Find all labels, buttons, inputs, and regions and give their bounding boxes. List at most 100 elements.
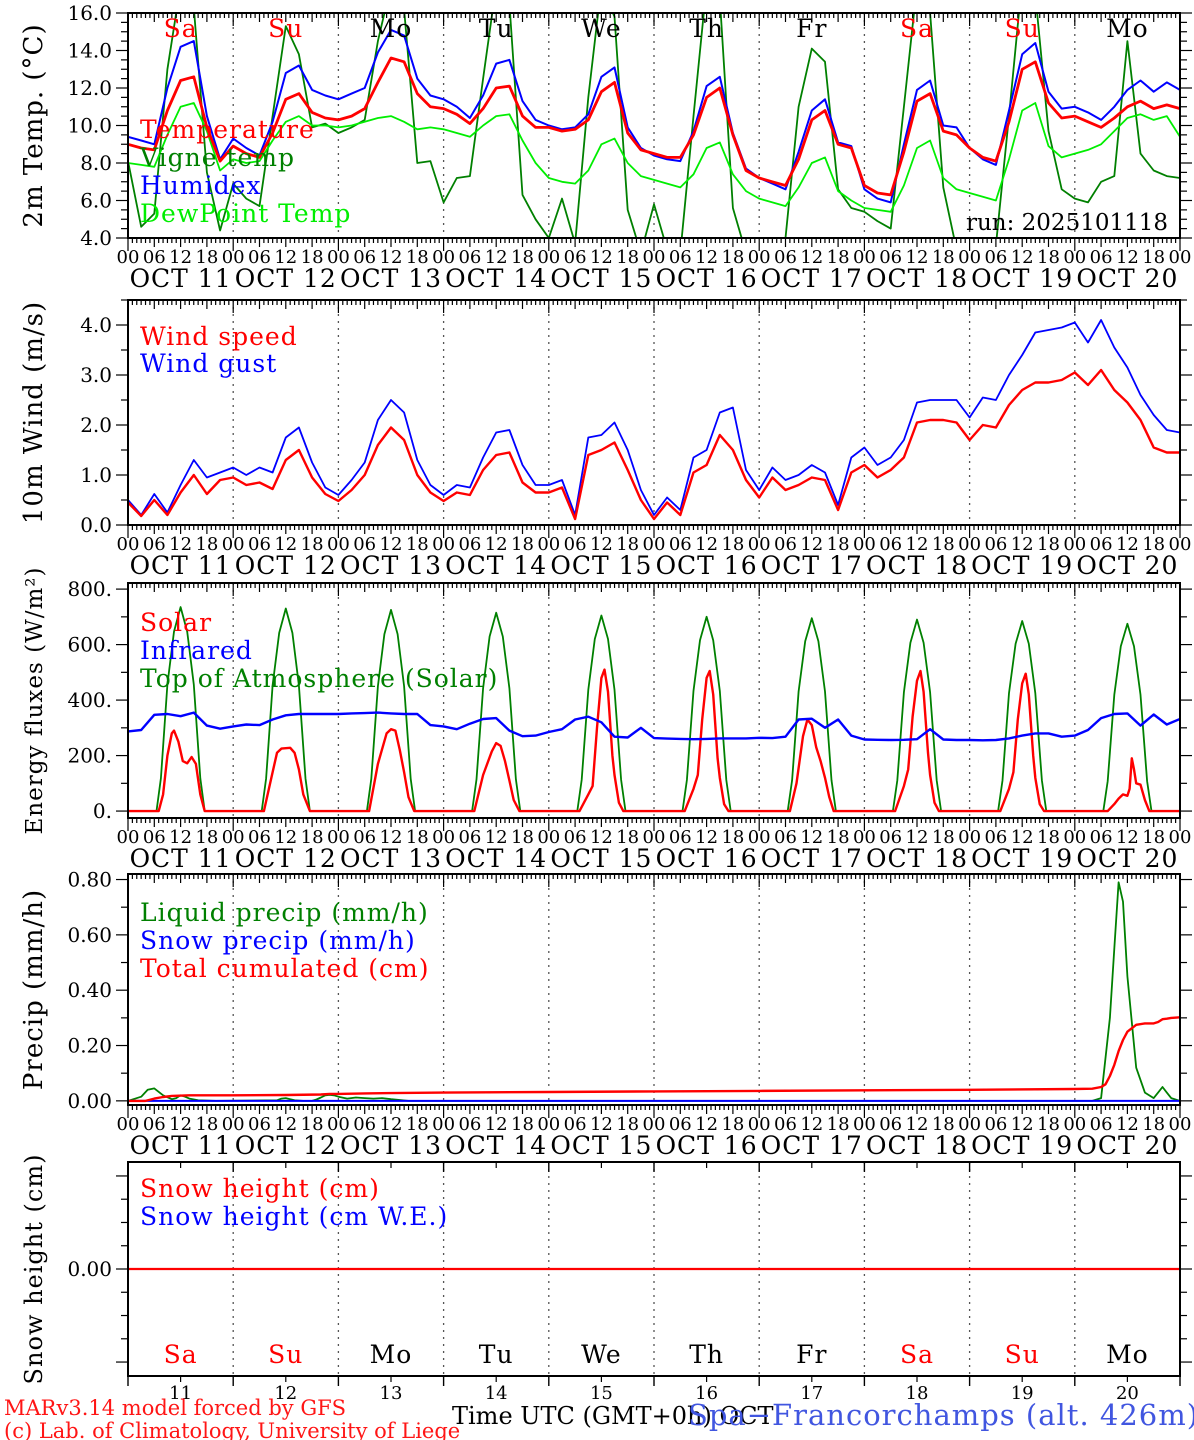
day-number-label: 19 <box>1011 1383 1034 1404</box>
liquid-precip-series <box>128 881 1180 1102</box>
hour-tick-label: 18 <box>721 1114 744 1135</box>
hour-tick-label: 06 <box>353 827 376 848</box>
hour-tick-label: 06 <box>669 827 692 848</box>
hour-tick-label: 00 <box>117 247 140 268</box>
hour-tick-label: 18 <box>1037 534 1060 555</box>
hour-tick-label: 00 <box>117 534 140 555</box>
y-tick-label: 1.0 <box>80 463 112 487</box>
y-tick-label: 14.0 <box>67 39 112 63</box>
credit-line: (c) Lab. of Climatology, University of L… <box>4 1419 461 1440</box>
hour-tick-label: 18 <box>195 247 218 268</box>
hour-tick-label: 18 <box>511 827 534 848</box>
hour-tick-label: 12 <box>485 827 508 848</box>
day-number-label: 15 <box>590 1383 613 1404</box>
legend-snow-height-we: Snow height (cm W.E.) <box>140 1202 448 1231</box>
hour-tick-label: 00 <box>1169 827 1192 848</box>
day-name-label: We <box>581 14 621 43</box>
hour-tick-label: 18 <box>406 1114 429 1135</box>
date-label: OCT 20 <box>1076 264 1178 293</box>
wind-axis-title: 10m Wind (m/s) <box>19 301 49 524</box>
model-version-line: MARv3.14 model forced by GFS <box>4 1396 347 1420</box>
hour-tick-label: 00 <box>537 534 560 555</box>
date-label: OCT 19 <box>971 264 1073 293</box>
hour-tick-label: 18 <box>616 1114 639 1135</box>
day-number-label: 13 <box>380 1383 403 1404</box>
hour-tick-label: 06 <box>458 827 481 848</box>
hour-tick-label: 00 <box>222 247 245 268</box>
hour-tick-label: 12 <box>800 247 823 268</box>
hour-tick-label: 18 <box>1037 1114 1060 1135</box>
hour-tick-label: 12 <box>274 534 297 555</box>
date-label: OCT 13 <box>340 264 442 293</box>
hour-tick-label: 18 <box>301 247 324 268</box>
y-tick-label: 8.0 <box>80 151 112 175</box>
y-tick-label: 0.60 <box>67 923 112 947</box>
hour-tick-label: 12 <box>800 1114 823 1135</box>
solar-series <box>128 668 1180 813</box>
hour-tick-label: 12 <box>485 1114 508 1135</box>
hour-tick-label: 12 <box>485 534 508 555</box>
hour-tick-label: 00 <box>748 827 771 848</box>
hour-tick-label: 18 <box>511 534 534 555</box>
legend-temperature: Temperature <box>140 115 315 144</box>
hour-tick-label: 00 <box>537 827 560 848</box>
day-name-label: Tu <box>479 1340 514 1369</box>
date-label: OCT 16 <box>656 264 758 293</box>
hour-tick-label: 06 <box>669 1114 692 1135</box>
hour-tick-label: 12 <box>906 827 929 848</box>
hour-tick-label: 12 <box>590 247 613 268</box>
hour-tick-label: 12 <box>274 1114 297 1135</box>
hour-tick-label: 00 <box>222 534 245 555</box>
hour-tick-label: 06 <box>774 1114 797 1135</box>
hour-tick-label: 06 <box>669 534 692 555</box>
date-label: OCT 17 <box>761 844 863 873</box>
temperature-series <box>128 56 1180 197</box>
hour-tick-label: 12 <box>169 247 192 268</box>
legend-total-cumulated: Total cumulated (cm) <box>140 954 430 983</box>
date-label: OCT 18 <box>866 264 968 293</box>
y-tick-label: 6.0 <box>80 189 112 213</box>
hour-tick-label: 00 <box>432 827 455 848</box>
hour-tick-label: 18 <box>827 1114 850 1135</box>
day-name-label: Th <box>689 14 724 43</box>
hour-tick-label: 18 <box>721 827 744 848</box>
day-number-label: 11 <box>169 1383 192 1404</box>
hour-tick-label: 00 <box>958 247 981 268</box>
y-tick-label: 0.20 <box>67 1034 112 1058</box>
hour-tick-label: 00 <box>643 247 666 268</box>
legend-humidex: Humidex <box>140 171 262 200</box>
hour-tick-label: 06 <box>879 827 902 848</box>
y-tick-label: 10.0 <box>67 114 112 138</box>
date-label: OCT 12 <box>235 844 337 873</box>
date-label: OCT 15 <box>550 1131 652 1160</box>
day-number-label: 20 <box>1116 1383 1139 1404</box>
hour-tick-label: 18 <box>932 247 955 268</box>
panel-temperature: 16.0 14.0 12.0 10.0 8.0 6.0 4.0 2m Temp. (°C) Te… <box>19 1 1192 293</box>
day-number-label: 17 <box>800 1383 823 1404</box>
day-name-label: Sa <box>164 14 198 43</box>
vigne-temp-series <box>128 13 1180 238</box>
hour-tick-label: 12 <box>380 534 403 555</box>
hour-tick-label: 12 <box>800 827 823 848</box>
day-name-label: Sa <box>164 1340 198 1369</box>
hour-tick-label: 06 <box>458 247 481 268</box>
hour-tick-label: 00 <box>117 827 140 848</box>
hour-tick-label: 12 <box>1116 534 1139 555</box>
hour-tick-label: 18 <box>406 827 429 848</box>
hour-tick-label: 06 <box>458 1114 481 1135</box>
panel-precip: 0.80 0.60 0.40 0.20 0.00 Precip (mm/h) Liquid … <box>19 868 1192 1160</box>
date-label: OCT 15 <box>550 264 652 293</box>
date-label: OCT 16 <box>656 844 758 873</box>
date-label: OCT 11 <box>130 844 232 873</box>
hour-tick-label: 12 <box>1116 827 1139 848</box>
date-label: OCT 15 <box>550 844 652 873</box>
day-name-label: Fr <box>796 1340 827 1369</box>
date-label: OCT 14 <box>445 264 547 293</box>
hour-tick-label: 06 <box>774 827 797 848</box>
hour-tick-label: 18 <box>301 1114 324 1135</box>
hour-tick-label: 06 <box>564 1114 587 1135</box>
y-tick-label: 0.40 <box>67 978 112 1002</box>
hour-tick-label: 06 <box>564 534 587 555</box>
hour-tick-label: 18 <box>406 534 429 555</box>
hour-tick-label: 06 <box>1090 827 1113 848</box>
